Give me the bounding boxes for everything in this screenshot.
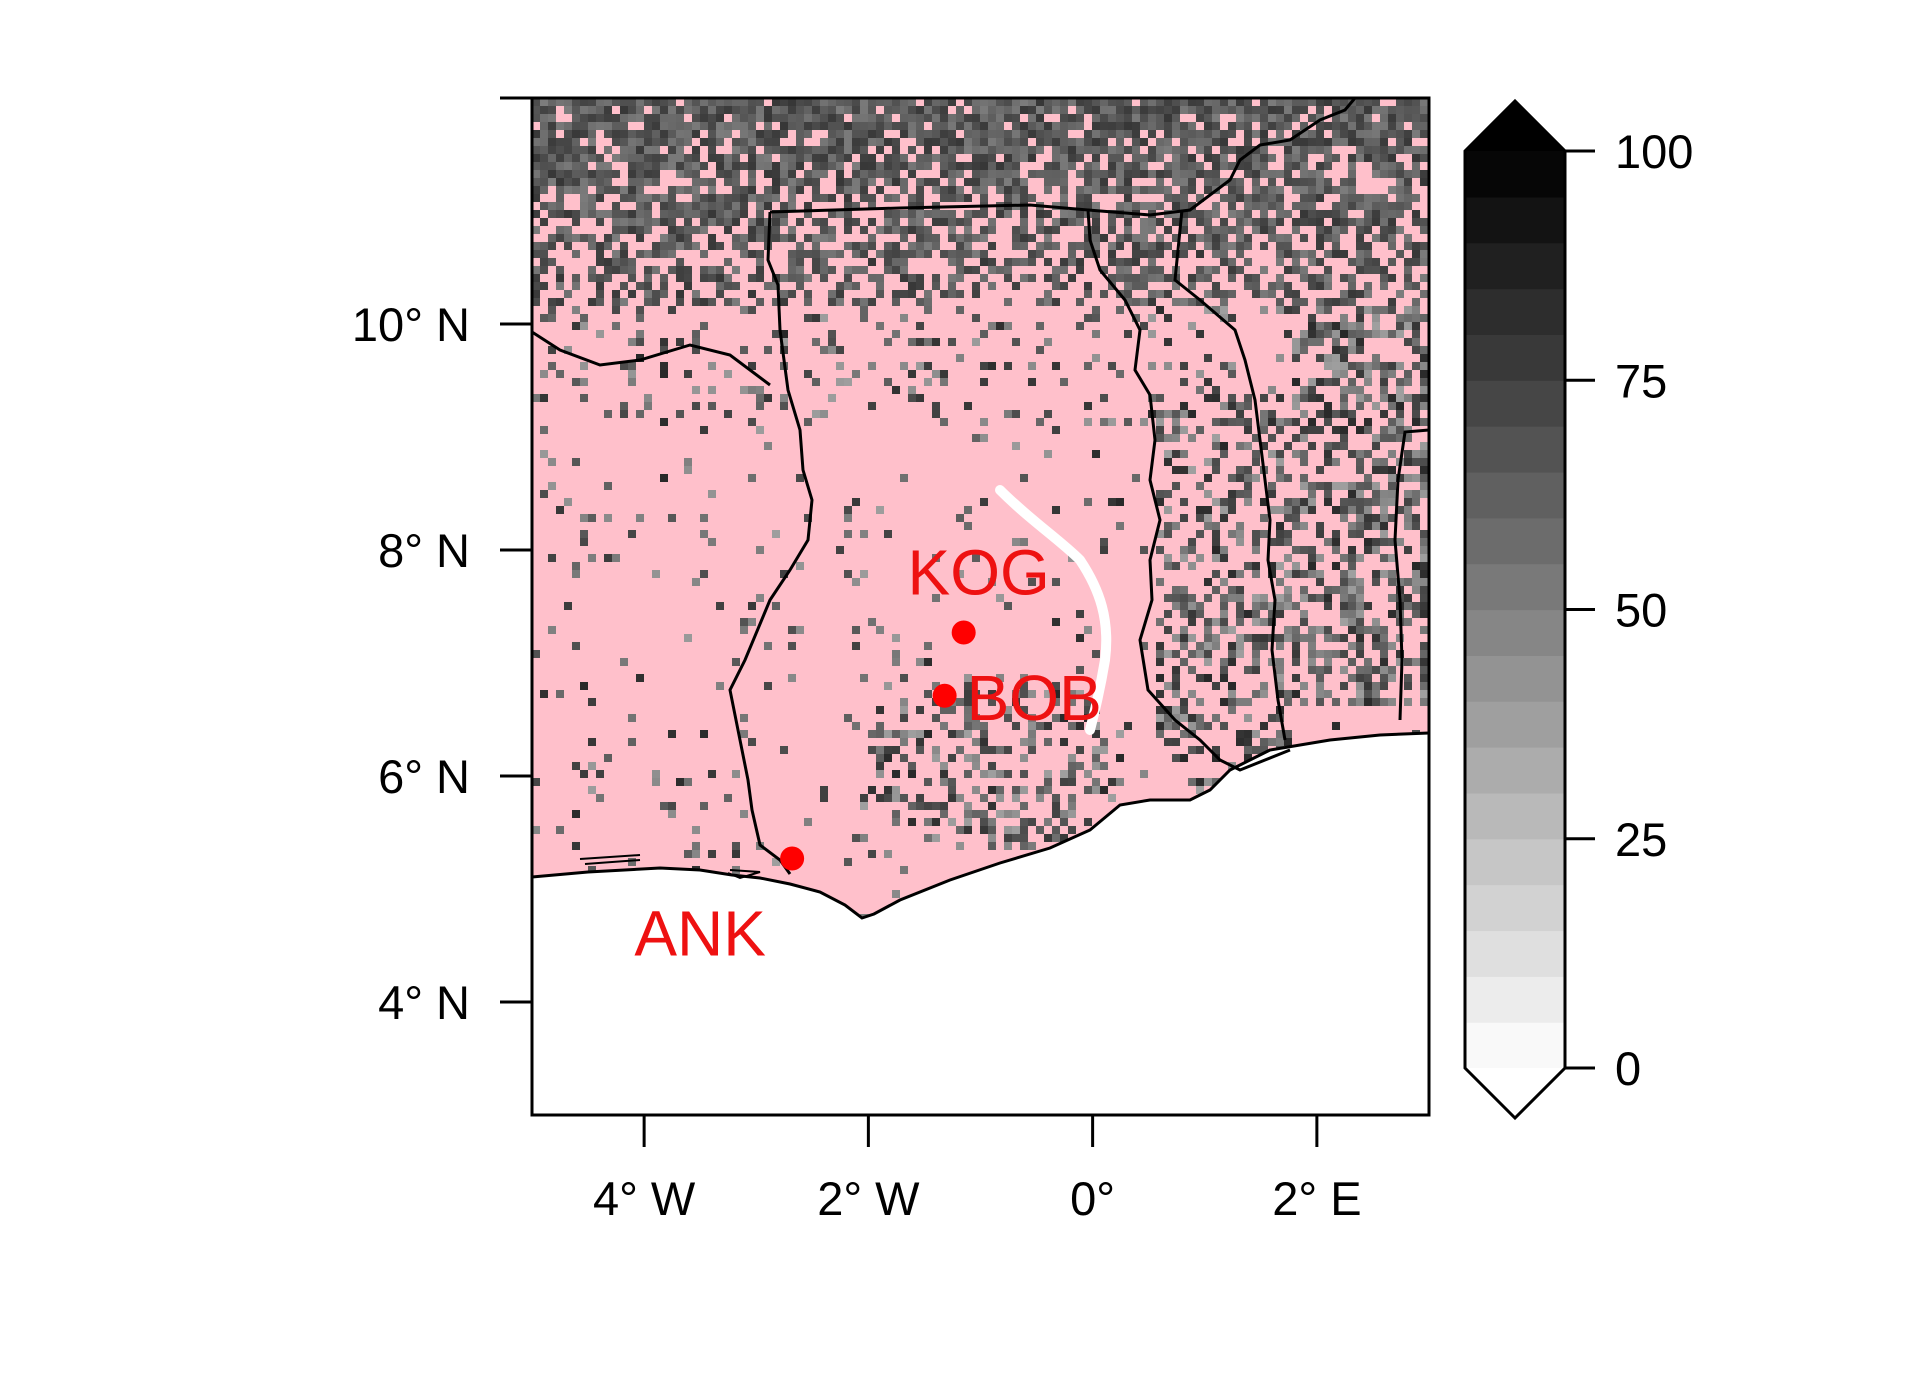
colorbar-swatch <box>1465 930 1565 977</box>
colorbar-tick-label: 75 <box>1615 354 1667 407</box>
site-markers: KOG BOB ANK <box>634 536 1101 969</box>
site-label-ank: ANK <box>634 897 766 969</box>
colorbar-swatch <box>1465 380 1565 427</box>
x-tick-label: 4° W <box>593 1172 696 1225</box>
x-axis <box>642 1115 1319 1147</box>
north-regional-border <box>532 330 771 387</box>
lake-volta-icon <box>995 485 1112 735</box>
x-tick-label: 2° E <box>1272 1172 1361 1225</box>
colorbar-swatch <box>1465 151 1565 198</box>
togo-border <box>1087 98 1357 217</box>
x-tick-label: 0° <box>1070 1172 1115 1225</box>
colorbar-swatch <box>1465 884 1565 932</box>
benin-nigeria-border <box>1393 428 1429 721</box>
colorbar-swatch <box>1465 334 1565 381</box>
lagoon-outline <box>579 854 761 880</box>
colorbar-swatch <box>1465 655 1565 702</box>
colorbar-swatch <box>1465 196 1565 244</box>
colorbar-swatch <box>1465 242 1565 290</box>
map-frame <box>530 96 1431 1117</box>
colorbar-tick-label: 100 <box>1615 125 1693 178</box>
colorbar-swatch <box>1465 701 1565 748</box>
y-tick-label: 4° N <box>378 976 470 1029</box>
togo-benin-border <box>1173 209 1287 741</box>
colorbar-swatch <box>1465 838 1565 886</box>
colorbar-swatch <box>1465 747 1565 794</box>
y-axis <box>500 96 532 1004</box>
country-borders <box>532 98 1429 920</box>
colorbar-swatch <box>1465 426 1565 473</box>
colorbar-swatch <box>1465 609 1565 656</box>
ghana-west-border <box>728 211 814 875</box>
colorbar <box>1463 98 1595 1121</box>
site-marker-ank <box>780 846 805 871</box>
colorbar-swatch <box>1465 471 1565 519</box>
x-tick-label: 2° W <box>817 1172 920 1225</box>
site-label-kog: KOG <box>908 536 1050 608</box>
site-marker-bob <box>932 683 957 708</box>
y-tick-label: 6° N <box>378 750 470 803</box>
colorbar-max-arrow <box>1465 101 1565 151</box>
colorbar-swatch <box>1465 792 1565 840</box>
y-tick-label: 10° N <box>352 298 470 351</box>
site-label-bob: BOB <box>967 662 1102 734</box>
colorbar-min-arrow <box>1465 1068 1565 1118</box>
colorbar-swatch <box>1465 976 1565 1023</box>
y-tick-label: 8° N <box>378 524 470 577</box>
colorbar-tick-labels: 0 25 50 75 100 <box>1615 125 1693 1095</box>
colorbar-tick-label: 50 <box>1615 584 1667 637</box>
ghana-north-border <box>769 203 1291 772</box>
y-tick-labels: 4° N 6° N 8° N 10° N <box>352 298 470 1029</box>
x-tick-labels: 4° W 2° W 0° 2° E <box>593 1172 1362 1225</box>
site-marker-kog <box>951 620 976 645</box>
colorbar-swatch <box>1465 517 1565 565</box>
colorbar-swatch <box>1465 1022 1565 1069</box>
colorbar-swatch <box>1465 288 1565 335</box>
colorbar-tick-label: 0 <box>1615 1042 1641 1095</box>
colorbar-tick-label: 25 <box>1615 813 1667 866</box>
colorbar-swatch <box>1465 563 1565 611</box>
